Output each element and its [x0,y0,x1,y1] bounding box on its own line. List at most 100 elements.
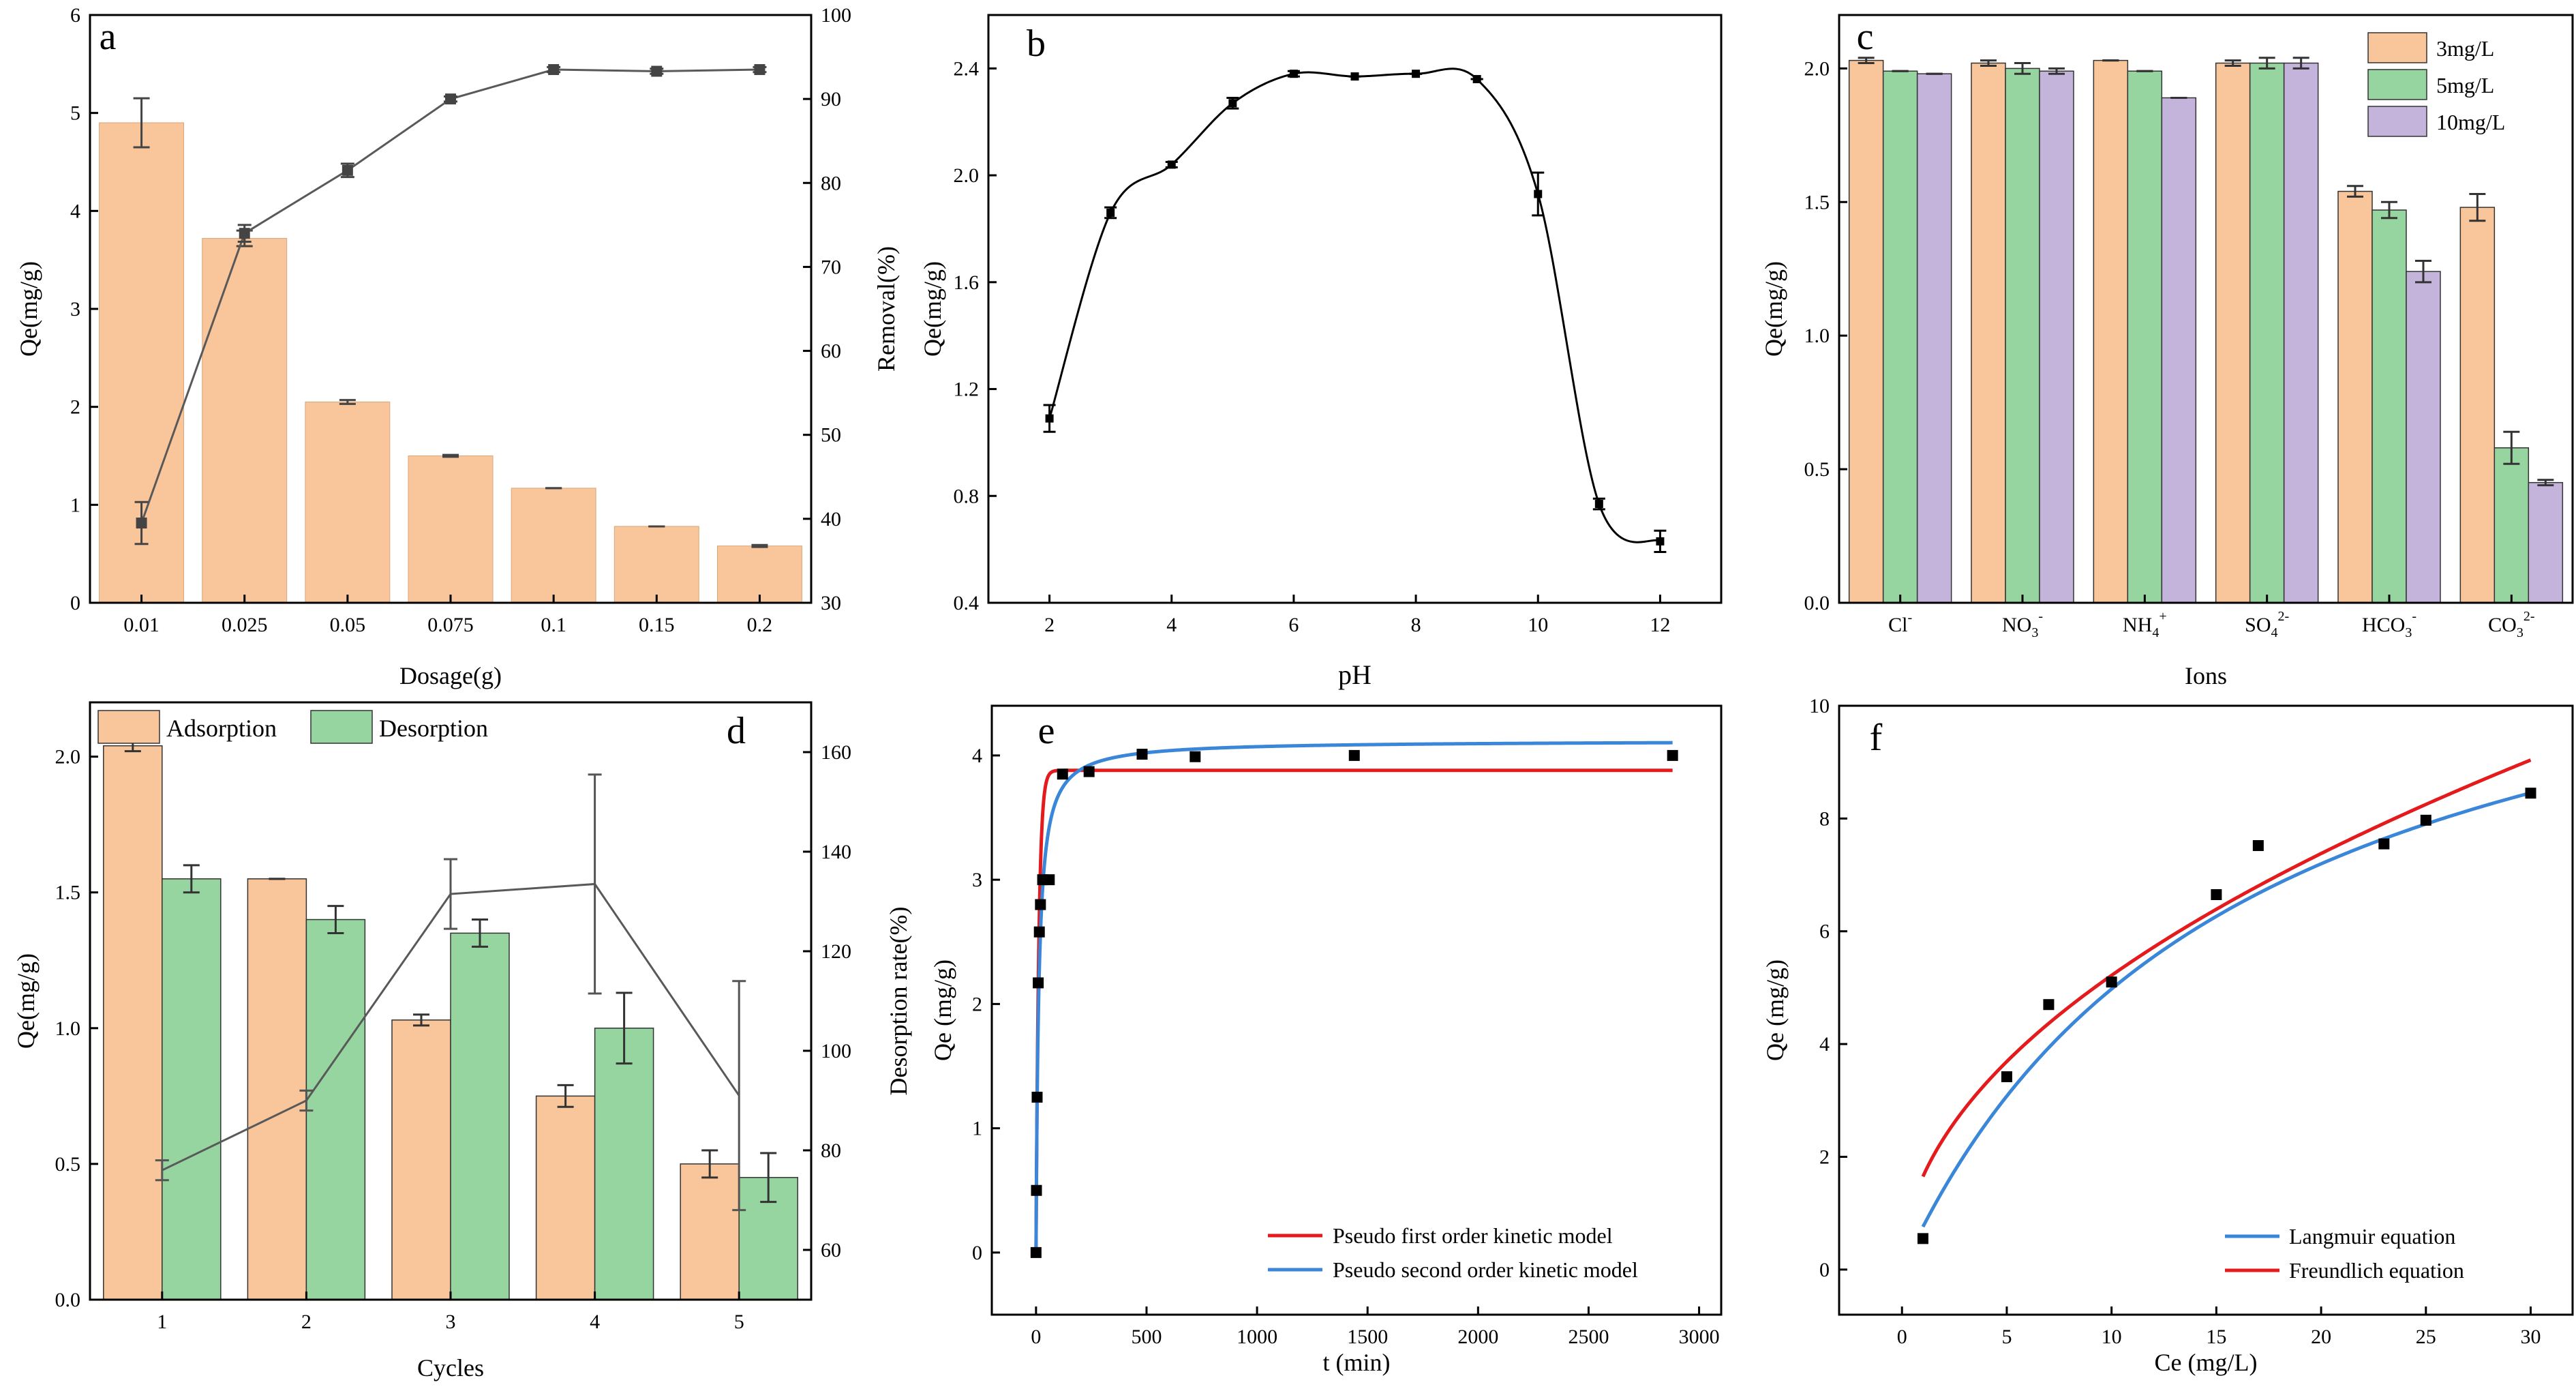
y-tick-label: 4 [70,200,80,222]
x-tick-label-sup: + [2159,609,2166,624]
y-tick-label: 0.5 [1804,458,1830,481]
x-tick-label: CO32- [2488,609,2534,640]
y-tick-label: 160 [821,741,851,764]
bar-Adsorption [680,1163,740,1300]
bar-3mg/L [2215,62,2251,603]
data-point [1030,1246,1042,1258]
fit-curve-langmuir [1921,791,2532,1228]
y2-axis-title: Desorption rate(%) [885,907,912,1096]
data-point [1348,749,1360,761]
legend-label: Adsorption [166,715,277,742]
x-tick-label-sub: 4 [2152,625,2159,640]
marker-qe-ph [1167,160,1176,169]
x-tick-label-base: HCO [2362,614,2405,636]
bar-5mg/L [2127,70,2163,603]
y-tick-label: 0.4 [954,592,980,614]
x-tick-label: 5 [2001,1326,2012,1348]
bar-Desorption [594,1028,654,1300]
legend-swatch [2367,106,2427,137]
y-axis-title: Qe(mg/g) [15,261,42,357]
y-tick-label: 120 [821,940,851,963]
data-point [1033,926,1045,938]
x-tick-label-sup: - [2038,609,2043,624]
x-axis-title: Ce (mg/L) [2155,1349,2258,1376]
y-tick-label: 4 [1819,1033,1830,1056]
bar-5mg/L [2372,209,2407,603]
data-point [2420,814,2431,826]
y-tick-label: 1.2 [954,378,980,401]
marker-removal [754,64,766,76]
y-tick-label: 2.4 [954,57,980,80]
marker-qe-ph [1472,75,1481,84]
legend-label: 3mg/L [2436,36,2494,61]
panel-label-f: f [1870,717,1883,759]
x-tick-label: 0.05 [330,614,366,636]
x-tick-label: 0.15 [639,614,675,636]
x-tick-label-sub: 3 [2405,625,2412,640]
marker-removal [239,228,250,239]
x-axis-title: t (min) [1323,1349,1391,1376]
panel-label-b: b [1027,23,1046,65]
panel-label-e: e [1038,710,1055,752]
x-tick-label-base: CO [2488,614,2517,636]
plot-frame [990,704,1723,1316]
y-tick-label: 8 [1819,807,1830,830]
bar-10mg/L [2406,271,2441,603]
y-tick-label: 1.0 [55,1017,81,1040]
x-tick-label-sub: 4 [2271,625,2278,640]
x-tick-label: 2000 [1457,1326,1498,1348]
x-tick-label-sub: 3 [2517,625,2524,640]
data-point [2378,838,2390,850]
data-point [1031,1092,1043,1103]
data-point [1033,977,1044,989]
bar-10mg/L [1916,73,1952,603]
marker-qe-ph [1412,70,1421,78]
legend-label: Langmuir equation [2289,1224,2455,1249]
x-tick-label: HCO3- [2362,609,2416,640]
legend-label: Pseudo first order kinetic model [1333,1223,1613,1248]
fit-curve-freundlich [1921,758,2532,1178]
x-tick-label-sup: - [1908,610,1913,625]
marker-qe-ph [1289,70,1298,78]
y-tick-label: 0.8 [954,485,980,507]
x-tick-label: 0.01 [123,614,160,636]
bar-Adsorption [247,878,307,1300]
line-qe-ph [1048,68,1661,543]
bar-Adsorption [103,745,163,1300]
y-axis-title: Qe(mg/g) [1760,261,1787,357]
legend-label: Freundlich equation [2289,1258,2464,1283]
bar-10mg/L [2283,62,2319,603]
legend-label: 10mg/L [2436,110,2505,134]
y-tick-label: 0 [70,592,80,614]
data-point [2211,888,2222,900]
x-tick-label-base: SO [2245,614,2271,636]
x-tick-label-base: NH [2123,614,2152,636]
panel-c: 0.00.51.01.52.0Cl- NO3- NH4+ SO42- HCO3- CO32… [1760,14,2574,689]
plot-frame [987,14,1723,604]
bar-qe [613,526,699,603]
y-tick-label: 100 [821,4,851,27]
x-tick-label-sub: 3 [2031,625,2038,640]
data-point [1057,768,1068,780]
y-tick-label: 50 [821,424,841,447]
y-tick-label: 1.5 [55,882,81,904]
x-tick-label: 1 [157,1311,167,1333]
x-tick-label: Cl- [1888,610,1912,636]
bar-3mg/L [2093,59,2129,603]
y-tick-label: 140 [821,841,851,863]
marker-qe-ph [1534,190,1543,198]
y2-axis-title: Removal(%) [873,246,900,372]
bar-5mg/L [2494,447,2530,603]
x-tick-label: 8 [1411,614,1421,636]
x-tick-label: 25 [2416,1326,2436,1348]
x-tick-label: 500 [1131,1326,1162,1348]
y-tick-label: 0 [972,1242,982,1264]
bar-10mg/L [2039,70,2074,603]
y-tick-label: 4 [972,745,982,767]
bar-5mg/L [1882,70,1918,603]
data-point [2252,840,2264,852]
marker-qe-ph [1350,72,1359,81]
marker-qe-ph [1656,537,1665,546]
x-tick-label-base: NO [2002,614,2031,636]
